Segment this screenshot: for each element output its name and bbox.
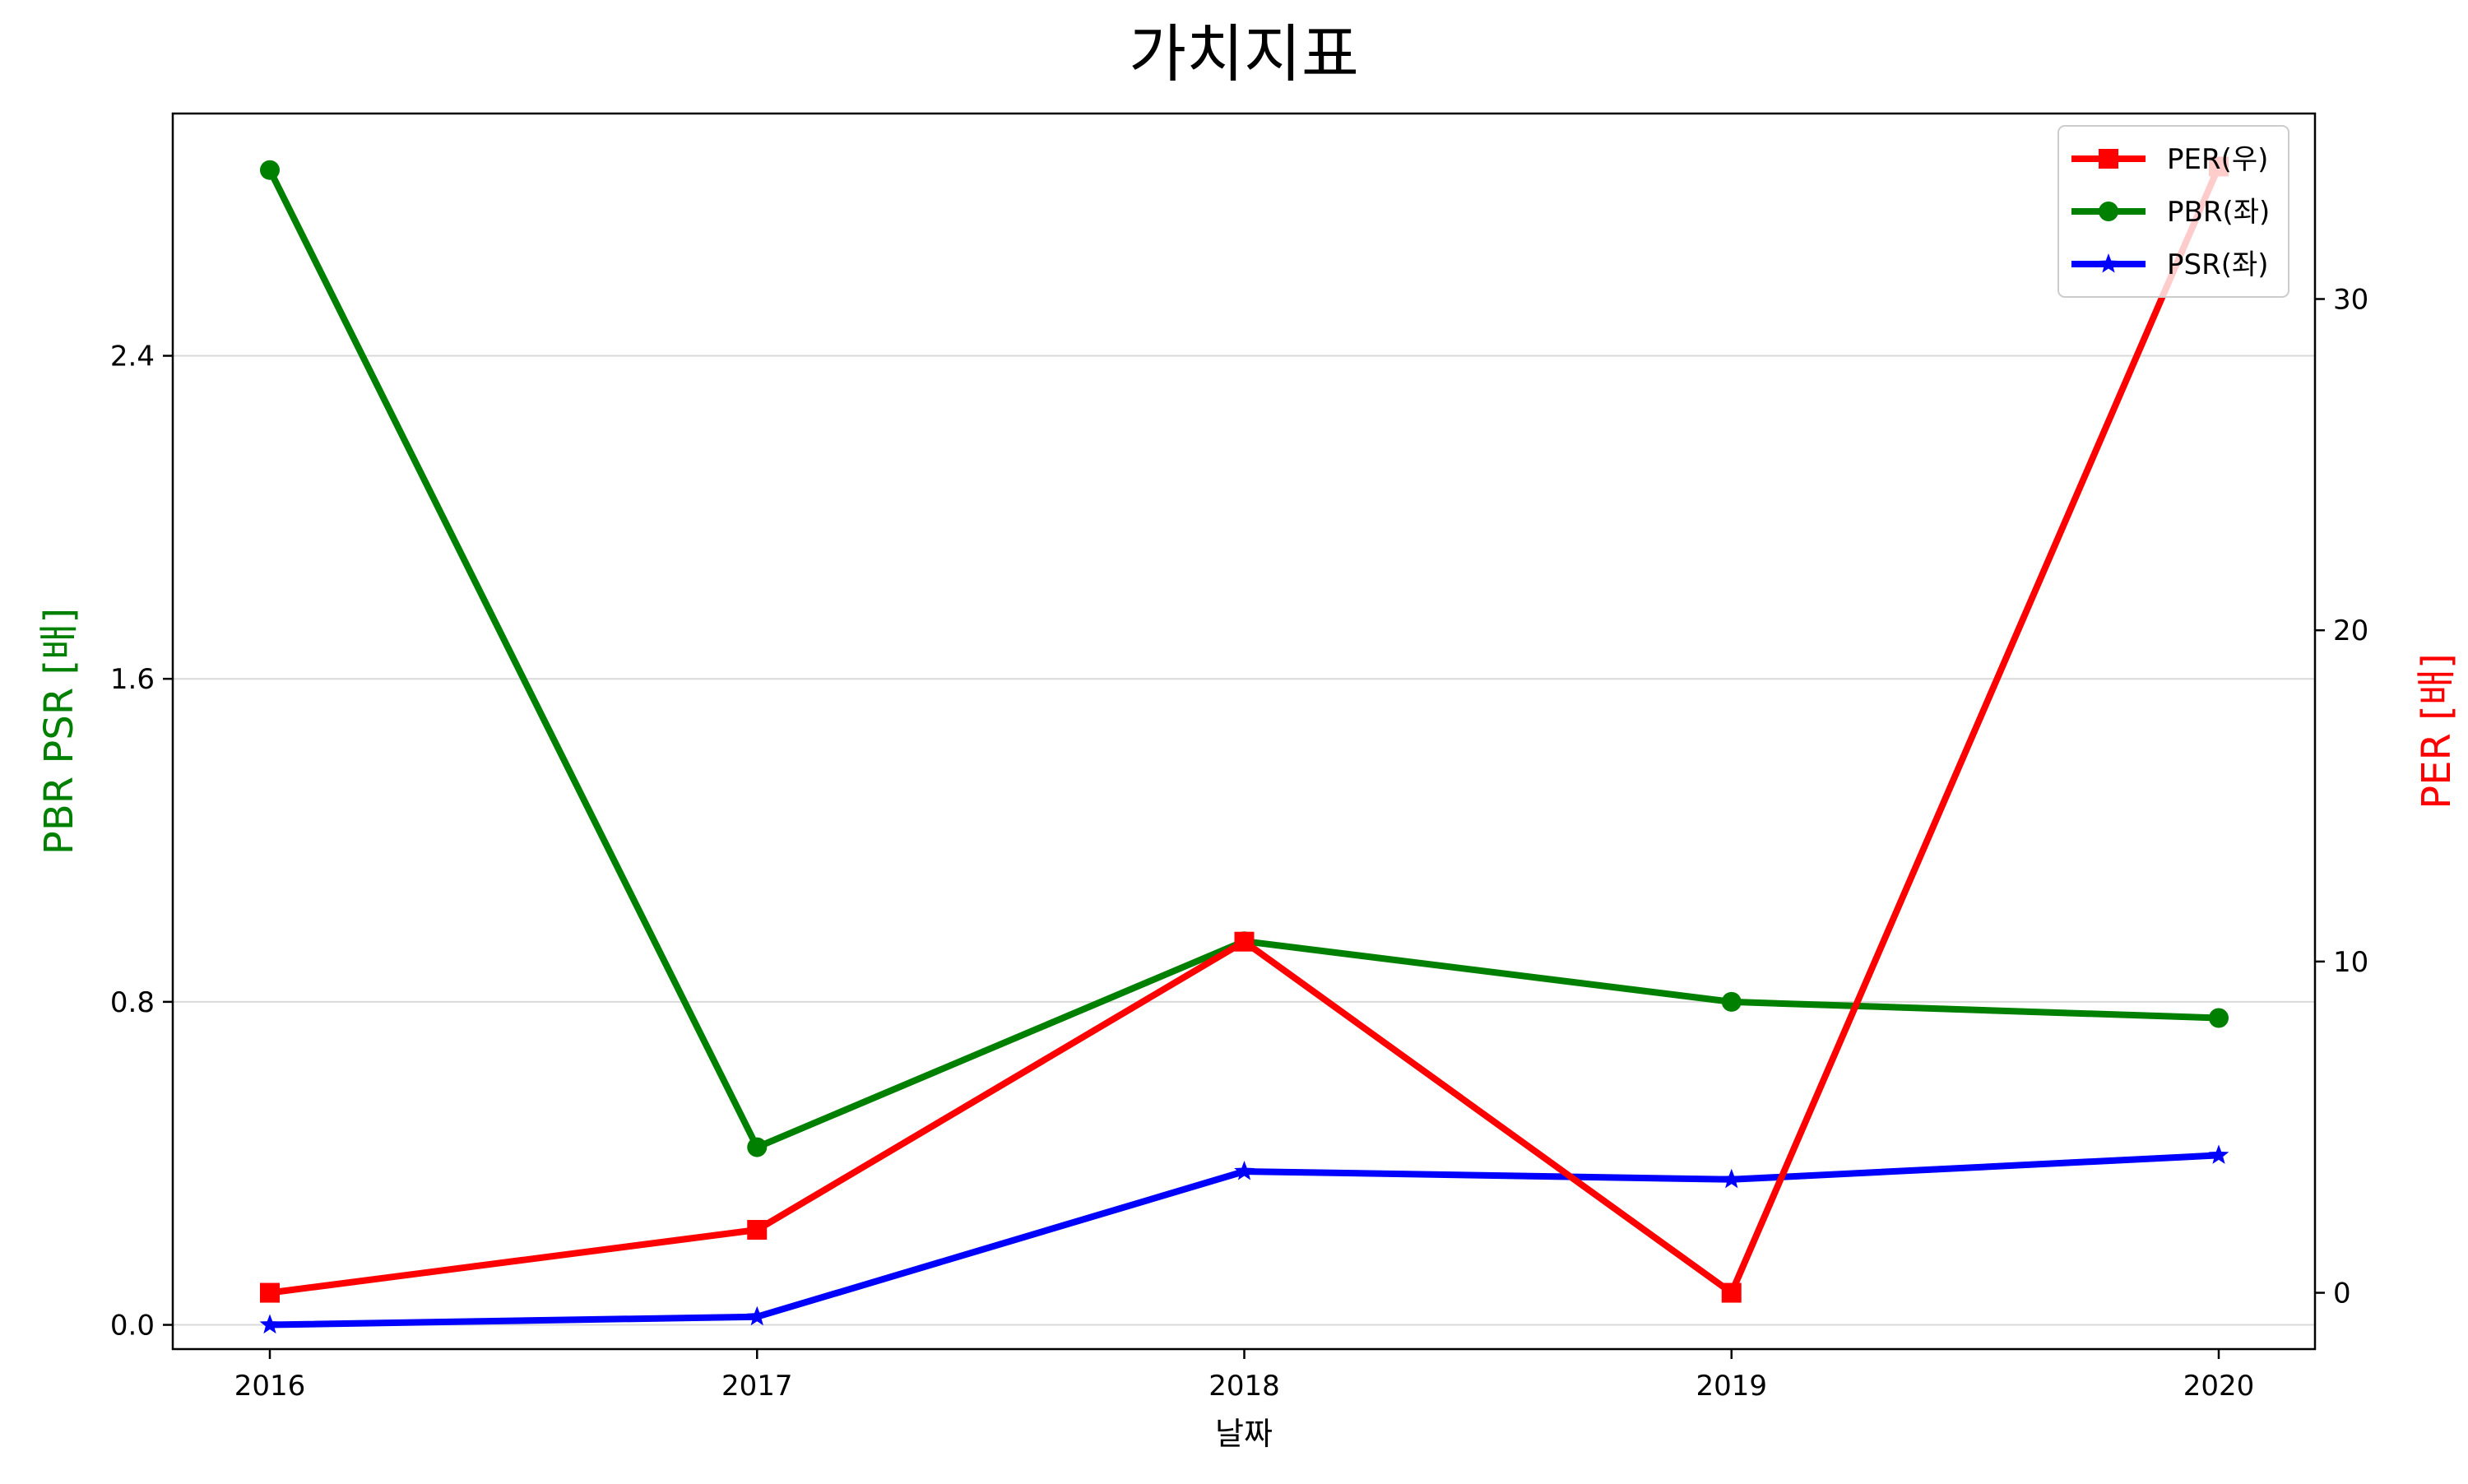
- data-point: [1234, 1161, 1255, 1180]
- chart-title: 가치지표: [1129, 17, 1359, 90]
- series-line-0: [267, 163, 2222, 1296]
- legend-marker: [2098, 253, 2119, 273]
- legend-item: PBR(좌): [2071, 196, 2270, 229]
- data-point: [1721, 1282, 1742, 1303]
- series-layer: [259, 156, 2229, 1334]
- data-point: [2209, 1008, 2229, 1028]
- y-tick-label-left: 0.8: [110, 986, 155, 1019]
- y-axis-label-left: PBR PSR [배]: [36, 608, 82, 855]
- x-tick-label: 2016: [234, 1370, 306, 1403]
- x-tick-label: 2019: [1696, 1370, 1767, 1403]
- y-tick-label-right: 20: [2333, 614, 2368, 647]
- data-point: [1721, 991, 1742, 1012]
- y-tick-label-right: 0: [2333, 1278, 2351, 1310]
- data-point: [747, 1220, 768, 1241]
- axes-layer: 0.0 0.8 1.6 2.4 0 10 20 30 2016 2017 2018 2019 2020: [110, 284, 2368, 1403]
- series-line-2: [267, 1152, 2222, 1329]
- y-tick-label-right: 30: [2333, 284, 2368, 317]
- y-tick-label-left: 1.6: [110, 663, 155, 696]
- x-axis-label: 날짜: [1215, 1416, 1273, 1452]
- x-tick-label: 2017: [721, 1370, 793, 1403]
- series-star: [259, 1144, 2229, 1334]
- y-tick-label-right: 10: [2333, 946, 2368, 979]
- x-tick-label: 2018: [1208, 1370, 1280, 1403]
- y-tick-label-left: 2.4: [110, 341, 155, 373]
- legend-label: PBR(좌): [2167, 196, 2270, 229]
- grid-layer: [173, 355, 2315, 1326]
- data-point: [260, 160, 280, 180]
- legend-marker: [2099, 202, 2118, 221]
- y-tick-label-left: 0.0: [110, 1310, 155, 1343]
- legend: PER(우) PBR(좌) PSR(좌): [2057, 125, 2289, 298]
- series-circle: [260, 160, 2229, 1157]
- legend-item: PSR(좌): [2071, 248, 2269, 281]
- legend-marker: [2099, 149, 2118, 169]
- data-point: [260, 1282, 280, 1303]
- series-line-1: [267, 166, 2222, 1151]
- data-point: [2208, 1144, 2229, 1164]
- legend-label: PSR(좌): [2167, 248, 2269, 281]
- x-tick-label: 2020: [2183, 1370, 2255, 1403]
- data-point: [259, 1314, 281, 1334]
- series-square: [260, 156, 2229, 1303]
- data-point: [746, 1305, 768, 1326]
- y-axis-label-right: PER [배]: [2414, 653, 2460, 809]
- data-point: [1721, 1168, 1742, 1189]
- legend-label: PER(우): [2167, 143, 2268, 176]
- data-point: [747, 1137, 768, 1157]
- legend-item: PER(우): [2071, 143, 2268, 176]
- data-point: [1234, 931, 1255, 952]
